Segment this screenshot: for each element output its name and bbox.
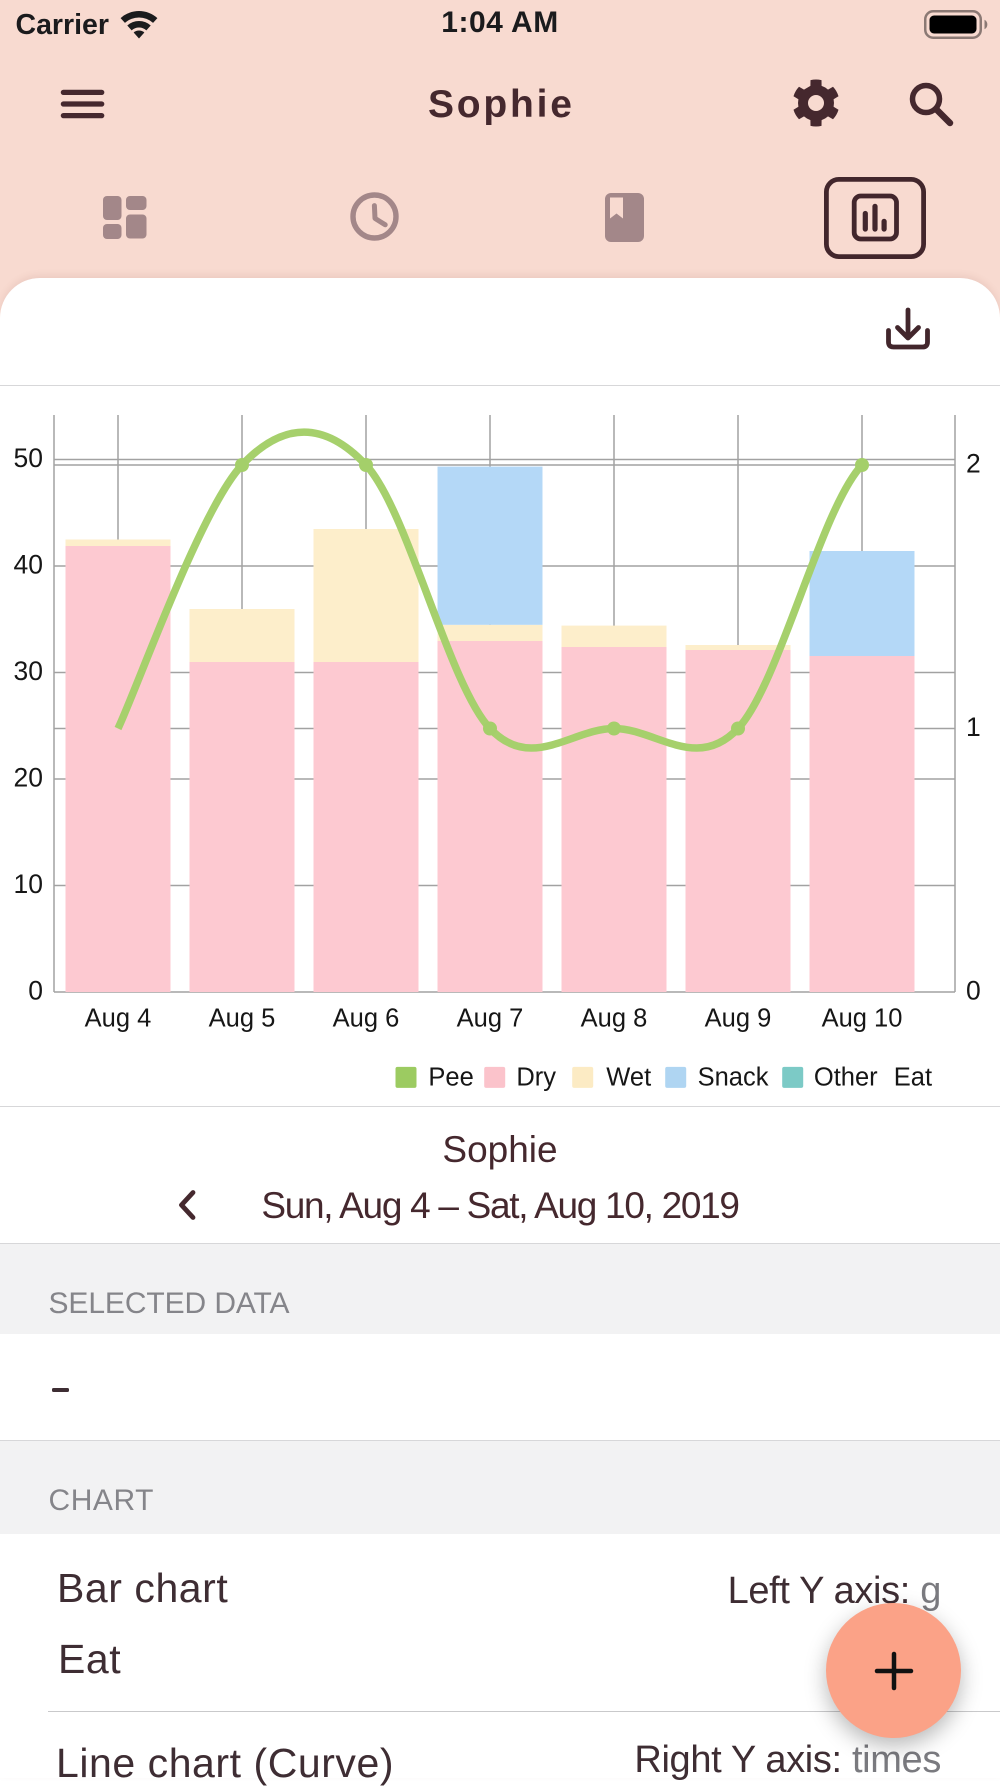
svg-text:30: 30	[14, 656, 43, 686]
svg-text:Aug 7: Aug 7	[457, 1004, 524, 1032]
svg-text:Aug 6: Aug 6	[333, 1004, 400, 1032]
svg-text:Aug 9: Aug 9	[705, 1004, 772, 1032]
svg-text:0: 0	[28, 976, 43, 1006]
svg-text:50: 50	[14, 443, 43, 473]
svg-text:Eat: Eat	[894, 1064, 932, 1092]
svg-text:Dry: Dry	[516, 1064, 556, 1092]
svg-text:20: 20	[14, 763, 43, 793]
svg-text:Aug 8: Aug 8	[581, 1004, 648, 1032]
svg-text:Aug 10: Aug 10	[822, 1004, 903, 1032]
svg-text:0: 0	[966, 976, 981, 1006]
svg-text:10: 10	[14, 869, 43, 899]
svg-text:Pee: Pee	[428, 1064, 473, 1092]
svg-text:40: 40	[14, 550, 43, 580]
svg-text:Snack: Snack	[698, 1064, 769, 1092]
svg-text:Other: Other	[814, 1064, 878, 1092]
svg-text:Wet: Wet	[606, 1064, 651, 1092]
svg-text:2: 2	[966, 449, 981, 479]
svg-text:Aug 5: Aug 5	[209, 1004, 276, 1032]
svg-text:Aug 4: Aug 4	[85, 1004, 152, 1032]
svg-text:1: 1	[966, 712, 981, 742]
